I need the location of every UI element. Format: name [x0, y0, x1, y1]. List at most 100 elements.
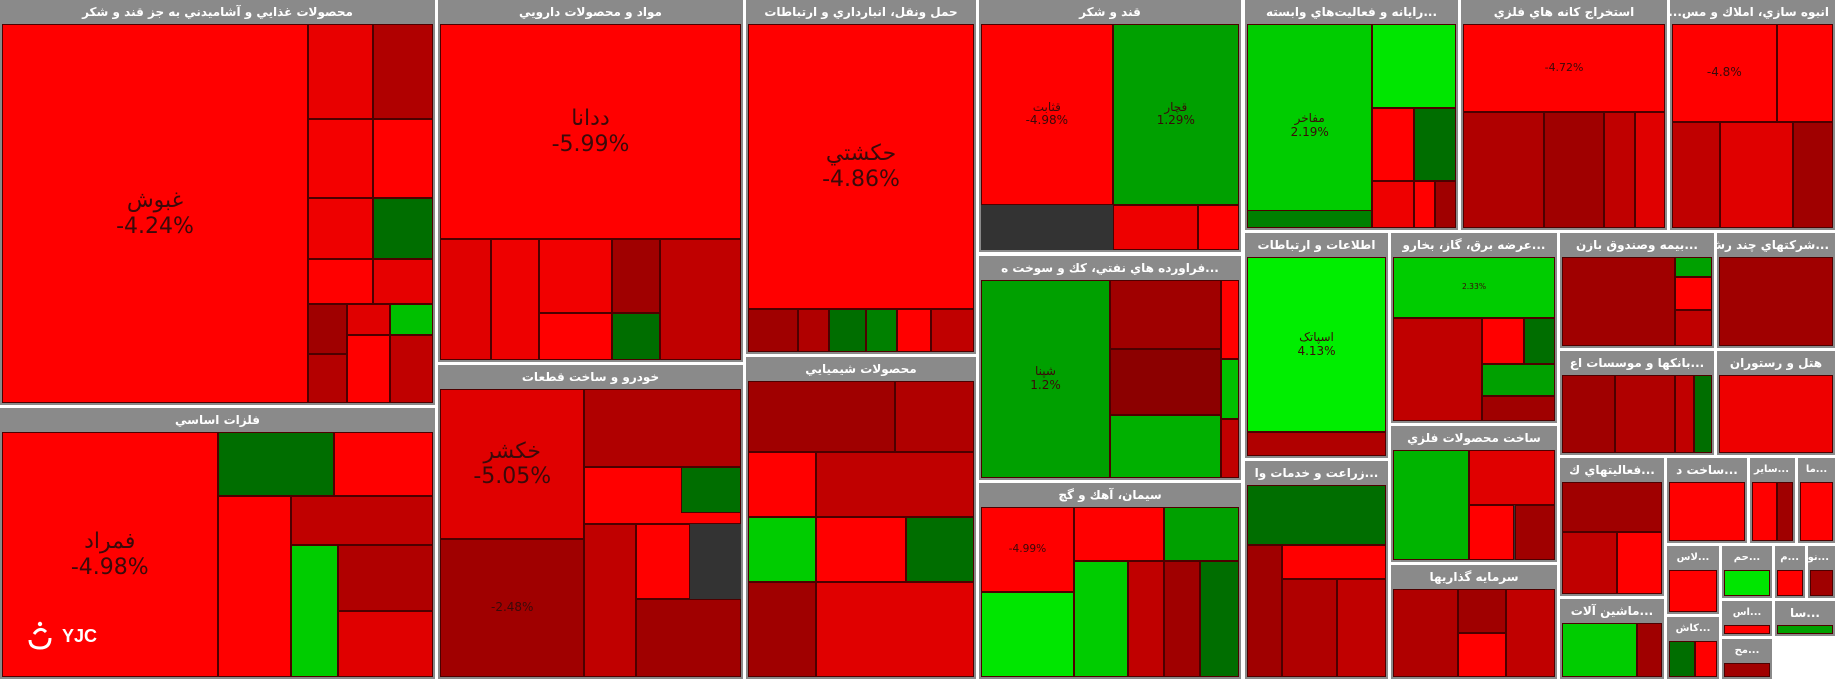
sector-agri[interactable]: ...زراعت و خدمات وا [1245, 461, 1388, 679]
stock-tile[interactable] [491, 239, 540, 360]
stock-tile[interactable] [1674, 276, 1712, 311]
stock-tile[interactable] [1524, 317, 1555, 364]
stock-tile[interactable] [1393, 589, 1458, 677]
sector-fabricated[interactable]: ساخت محصولات فلزي [1391, 426, 1557, 562]
stock-tile[interactable] [748, 517, 816, 583]
stock-tile[interactable] [1393, 450, 1470, 560]
sector-title[interactable]: ساخت محصولات فلزي [1407, 431, 1541, 445]
stock-tile[interactable] [1247, 432, 1386, 456]
stock-tile[interactable] [346, 304, 390, 335]
stock-tile[interactable] [1247, 544, 1282, 677]
stock-tile[interactable] [897, 309, 932, 352]
sector-m[interactable]: ...م [1775, 546, 1805, 598]
stock-tile[interactable] [389, 334, 433, 403]
stock-tile[interactable]: قثابت -4.98% [981, 24, 1113, 205]
stock-tile[interactable] [748, 582, 816, 677]
sector-auto[interactable]: خودرو و ساخت قطعات خکشر -5.05% -2.48% [438, 365, 743, 679]
stock-tile[interactable] [372, 258, 433, 305]
sector-sa[interactable]: ...سا [1775, 601, 1835, 636]
stock-tile[interactable] [894, 381, 974, 453]
sector-title[interactable]: ...حم [1733, 552, 1761, 563]
stock-tile[interactable] [748, 452, 816, 518]
sector-food[interactable]: محصولات غذايي و آشاميدني به جز قند و شکر… [0, 0, 435, 405]
stock-tile[interactable]: -2.48% [440, 538, 585, 677]
sector-title[interactable]: ...ماشين آلات [1570, 604, 1654, 618]
sector-investment[interactable]: سرمايه گذاريها [1391, 565, 1557, 679]
sector-title[interactable]: ...زراعت و خدمات وا [1254, 466, 1379, 480]
sector-hotel[interactable]: هتل و رستوران [1717, 351, 1835, 455]
stock-tile[interactable]: -4.8% [1672, 24, 1777, 122]
stock-tile[interactable] [1073, 507, 1165, 562]
stock-tile[interactable] [829, 309, 866, 352]
stock-tile[interactable] [659, 239, 741, 360]
stock-tile[interactable] [797, 309, 830, 352]
sector-title[interactable]: ...ما [1805, 464, 1828, 475]
sector-transport[interactable]: حمل ونقل، انبارداري و ارتباطات حکشتي -4.86… [746, 0, 976, 354]
stock-tile[interactable] [1777, 625, 1833, 634]
stock-tile[interactable] [635, 599, 741, 677]
sector-title[interactable]: ...لاس [1676, 552, 1710, 563]
stock-tile[interactable] [1482, 317, 1525, 364]
stock-tile[interactable] [981, 592, 1074, 677]
stock-tile[interactable] [1482, 363, 1555, 397]
stock-tile[interactable] [1506, 589, 1555, 677]
stock-tile[interactable]: قچار 1.29% [1112, 24, 1239, 205]
sector-as[interactable]: ...اس [1722, 601, 1772, 636]
stock-tile[interactable] [308, 118, 373, 199]
stock-tile[interactable] [1604, 111, 1635, 228]
sector-title[interactable]: انبوه سازي، املاك و مس... [1670, 5, 1829, 19]
stock-tile[interactable] [906, 517, 974, 583]
stock-tile[interactable] [1372, 107, 1415, 182]
stock-tile[interactable]: -4.99% [981, 507, 1074, 592]
sector-title[interactable]: ...اس [1732, 607, 1762, 618]
stock-tile[interactable]: غبوش -4.24% [2, 24, 308, 403]
stock-tile[interactable] [680, 466, 741, 513]
stock-tile[interactable] [1800, 482, 1833, 541]
sector-metal-ore[interactable]: استخراج کانه هاي فلزي -4.72% [1461, 0, 1667, 230]
sector-title[interactable]: ...مح [1734, 645, 1760, 656]
stock-tile[interactable] [1669, 482, 1745, 541]
stock-tile[interactable] [1562, 257, 1675, 346]
sector-title[interactable]: هتل و رستوران [1729, 356, 1823, 370]
stock-tile[interactable] [1457, 633, 1507, 677]
stock-tile[interactable] [539, 312, 612, 360]
stock-tile[interactable] [1457, 589, 1507, 633]
sector-title[interactable]: استخراج کانه هاي فلزي [1493, 5, 1635, 19]
stock-tile[interactable] [1220, 418, 1239, 478]
stock-tile[interactable] [1164, 561, 1201, 677]
stock-tile[interactable] [1469, 505, 1515, 560]
sector-title[interactable]: ...بيمه وصندوق بازن [1576, 238, 1698, 252]
stock-tile[interactable] [1110, 414, 1221, 478]
stock-tile[interactable] [1719, 375, 1833, 453]
stock-tile[interactable] [1112, 204, 1198, 250]
sector-sakht[interactable]: ...ساخت د [1667, 458, 1747, 543]
stock-tile[interactable] [1220, 280, 1239, 360]
stock-tile[interactable] [308, 304, 347, 354]
stock-tile[interactable]: ددانا -5.99% [440, 24, 741, 240]
stock-tile[interactable] [1720, 121, 1793, 228]
stock-tile[interactable] [1200, 561, 1239, 677]
sector-title[interactable]: ...فراورده هاي نفتي، کك و سوخت ه [1001, 261, 1219, 275]
stock-tile[interactable] [1695, 641, 1717, 677]
stock-tile[interactable] [1482, 396, 1555, 421]
stock-tile[interactable] [1247, 485, 1386, 545]
stock-tile[interactable] [1674, 375, 1694, 453]
sector-no[interactable]: ...نو [1808, 546, 1835, 598]
stock-tile[interactable] [1197, 204, 1239, 250]
stock-tile[interactable] [1776, 24, 1833, 122]
sector-computer[interactable]: ...رايانه و فعاليت‌هاي وابسته مفاخر 2.19% [1245, 0, 1458, 230]
sector-title[interactable]: ...عرضه برق، گاز، بخارو [1402, 238, 1546, 252]
sector-title[interactable]: محصولات شيميايي [805, 362, 917, 376]
stock-tile[interactable] [1614, 375, 1675, 453]
stock-tile[interactable] [372, 198, 433, 259]
stock-tile[interactable] [1435, 181, 1456, 228]
stock-tile[interactable] [372, 118, 433, 199]
stock-tile[interactable] [308, 258, 373, 305]
stock-tile[interactable]: -4.72% [1463, 24, 1665, 112]
stock-tile[interactable] [1110, 349, 1221, 415]
stock-tile[interactable] [1414, 181, 1436, 228]
stock-tile[interactable] [611, 312, 660, 360]
stock-tile[interactable] [290, 544, 339, 677]
stock-tile[interactable] [1674, 310, 1712, 346]
sector-insurance[interactable]: ...بيمه وصندوق بازن [1560, 233, 1714, 348]
